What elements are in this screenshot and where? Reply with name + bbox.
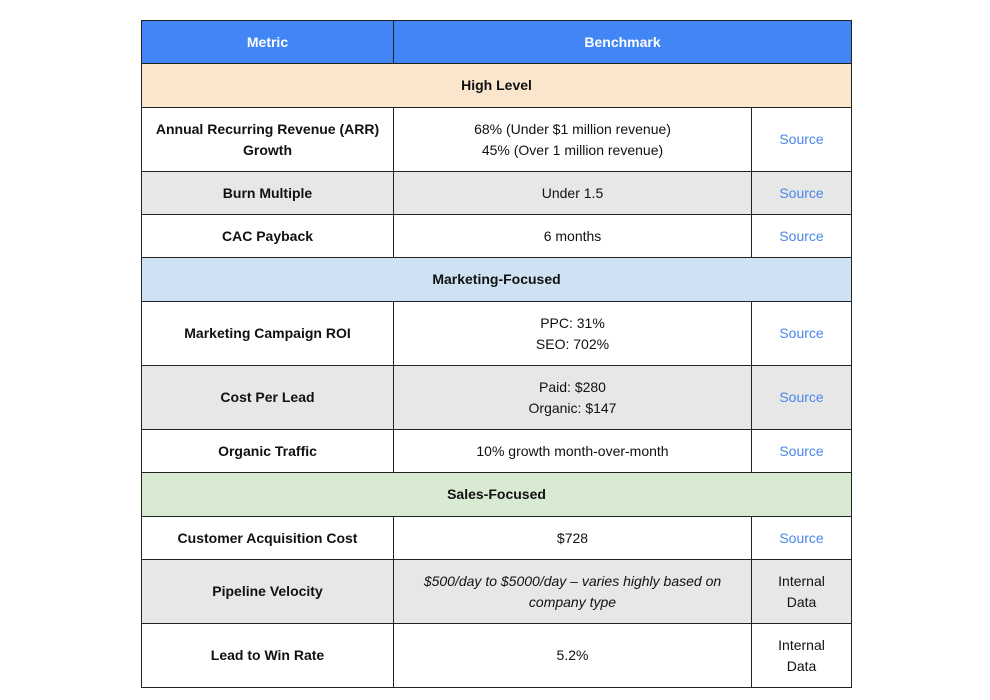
table-row: Pipeline Velocity $500/day to $5000/day –… bbox=[141, 559, 853, 624]
source-link[interactable]: Source bbox=[750, 107, 853, 172]
source-link[interactable]: Source bbox=[750, 365, 853, 430]
benchmark-line: 6 months bbox=[543, 227, 602, 244]
metric-cell: Pipeline Velocity bbox=[141, 559, 394, 624]
source-link[interactable]: Source bbox=[750, 171, 853, 215]
metric-cell: Burn Multiple bbox=[141, 171, 394, 215]
benchmark-table: Metric Benchmark High Level Annual Recurr… bbox=[140, 20, 853, 688]
benchmark-line: Under 1.5 bbox=[541, 184, 604, 201]
table-row: Burn Multiple Under 1.5 Source bbox=[141, 171, 853, 215]
source-text: Internal Data bbox=[750, 559, 853, 624]
metric-header: Metric bbox=[141, 20, 394, 64]
benchmark-line: 5.2% bbox=[556, 647, 589, 664]
section-title: Marketing-Focused bbox=[140, 257, 853, 302]
benchmark-line: $500/day to $5000/day – varies highly ba… bbox=[423, 573, 722, 610]
metric-cell: Lead to Win Rate bbox=[141, 623, 394, 688]
benchmark-cell: 68% (Under $1 million revenue) 45% (Over … bbox=[393, 107, 752, 172]
benchmark-line: Paid: $280 bbox=[539, 379, 606, 395]
benchmark-line: 68% (Under $1 million revenue) bbox=[474, 121, 671, 137]
metric-cell: CAC Payback bbox=[141, 214, 394, 258]
benchmark-cell: $728 bbox=[393, 516, 752, 560]
table-row: Cost Per Lead Paid: $280 Organic: $147 Sour… bbox=[141, 365, 853, 430]
benchmark-cell: Under 1.5 bbox=[393, 171, 752, 215]
table-row: Organic Traffic 10% growth month-over-mon… bbox=[141, 429, 853, 473]
benchmark-cell: 6 months bbox=[393, 214, 752, 258]
source-text: Internal Data bbox=[750, 623, 853, 688]
table-row: Customer Acquisition Cost $728 Source bbox=[141, 516, 853, 560]
table-row: CAC Payback 6 months Source bbox=[141, 214, 853, 258]
section-row: High Level bbox=[140, 63, 853, 108]
metric-cell: Marketing Campaign ROI bbox=[141, 301, 394, 366]
metric-cell: Cost Per Lead bbox=[141, 365, 394, 430]
source-link[interactable]: Source bbox=[750, 214, 853, 258]
header-row: Metric Benchmark bbox=[141, 20, 853, 64]
section-title: Sales-Focused bbox=[140, 472, 853, 517]
benchmark-line: 10% growth month-over-month bbox=[476, 442, 669, 459]
metric-cell: Annual Recurring Revenue (ARR) Growth bbox=[141, 107, 394, 172]
source-link[interactable]: Source bbox=[750, 429, 853, 473]
source-link[interactable]: Source bbox=[750, 301, 853, 366]
metric-cell: Customer Acquisition Cost bbox=[141, 516, 394, 560]
benchmark-cell: Paid: $280 Organic: $147 bbox=[393, 365, 752, 430]
benchmark-cell: $500/day to $5000/day – varies highly ba… bbox=[393, 559, 752, 624]
table-row: Marketing Campaign ROI PPC: 31% SEO: 702% S… bbox=[141, 301, 853, 366]
source-link[interactable]: Source bbox=[750, 516, 853, 560]
benchmark-cell: PPC: 31% SEO: 702% bbox=[393, 301, 752, 366]
metric-cell: Organic Traffic bbox=[141, 429, 394, 473]
section-title: High Level bbox=[140, 63, 853, 108]
benchmark-cell: 5.2% bbox=[393, 623, 752, 688]
benchmark-line: $728 bbox=[556, 529, 589, 546]
table-row: Lead to Win Rate 5.2% Internal Data bbox=[141, 623, 853, 688]
benchmark-header: Benchmark bbox=[392, 20, 853, 64]
benchmark-line: 45% (Over 1 million revenue) bbox=[481, 141, 664, 158]
benchmark-cell: 10% growth month-over-month bbox=[393, 429, 752, 473]
section-row: Sales-Focused bbox=[140, 472, 853, 517]
benchmark-line: SEO: 702% bbox=[535, 335, 610, 352]
benchmark-line: Organic: $147 bbox=[528, 399, 617, 416]
section-row: Marketing-Focused bbox=[140, 257, 853, 302]
benchmark-line: PPC: 31% bbox=[540, 315, 605, 331]
table-row: Annual Recurring Revenue (ARR) Growth 68%… bbox=[141, 107, 853, 172]
